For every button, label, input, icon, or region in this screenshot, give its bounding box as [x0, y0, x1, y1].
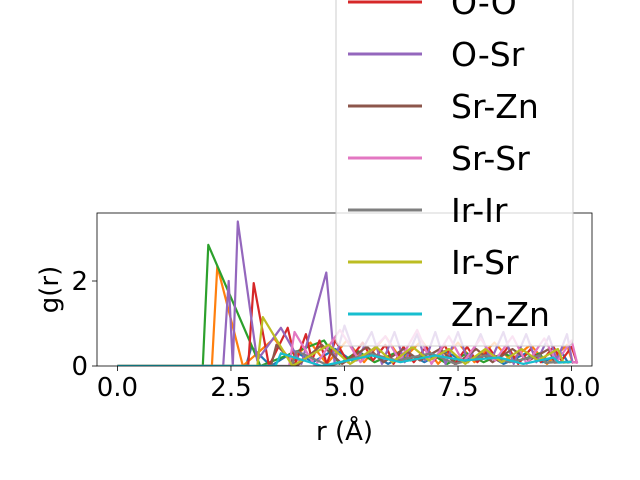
x-axis-ticks: 0.0 2.5 5.0 7.5 10.0 [97, 366, 601, 403]
legend-label: O-Sr [451, 35, 525, 74]
series-line-zn-zn [117, 352, 572, 366]
legend-label: O-O [451, 0, 517, 22]
y-tick-label: 0 [71, 352, 88, 382]
y-tick-label: 2 [71, 267, 88, 297]
legend: O-O O-Sr Sr-Zn Sr-Sr Ir-Ir Ir-Sr Zn-Zn [335, 0, 574, 347]
legend-label: Sr-Sr [451, 139, 530, 178]
x-tick-label: 7.5 [437, 373, 478, 403]
x-axis-label: r (Å) [316, 415, 373, 447]
x-tick-label: 0.0 [97, 373, 138, 403]
legend-label: Ir-Sr [451, 243, 519, 282]
legend-label: Ir-Ir [451, 191, 508, 230]
y-axis-ticks: 02 [71, 267, 97, 382]
legend-label: Sr-Zn [451, 87, 539, 126]
plot-lines [117, 220, 579, 366]
x-tick-label: 10.0 [543, 373, 601, 403]
y-axis-label: g(r) [35, 266, 65, 313]
x-tick-label: 2.5 [210, 373, 251, 403]
legend-label: Zn-Zn [451, 295, 550, 334]
x-tick-label: 5.0 [324, 373, 365, 403]
legend-box [335, 0, 574, 347]
series-line-ir-ir [117, 350, 572, 366]
